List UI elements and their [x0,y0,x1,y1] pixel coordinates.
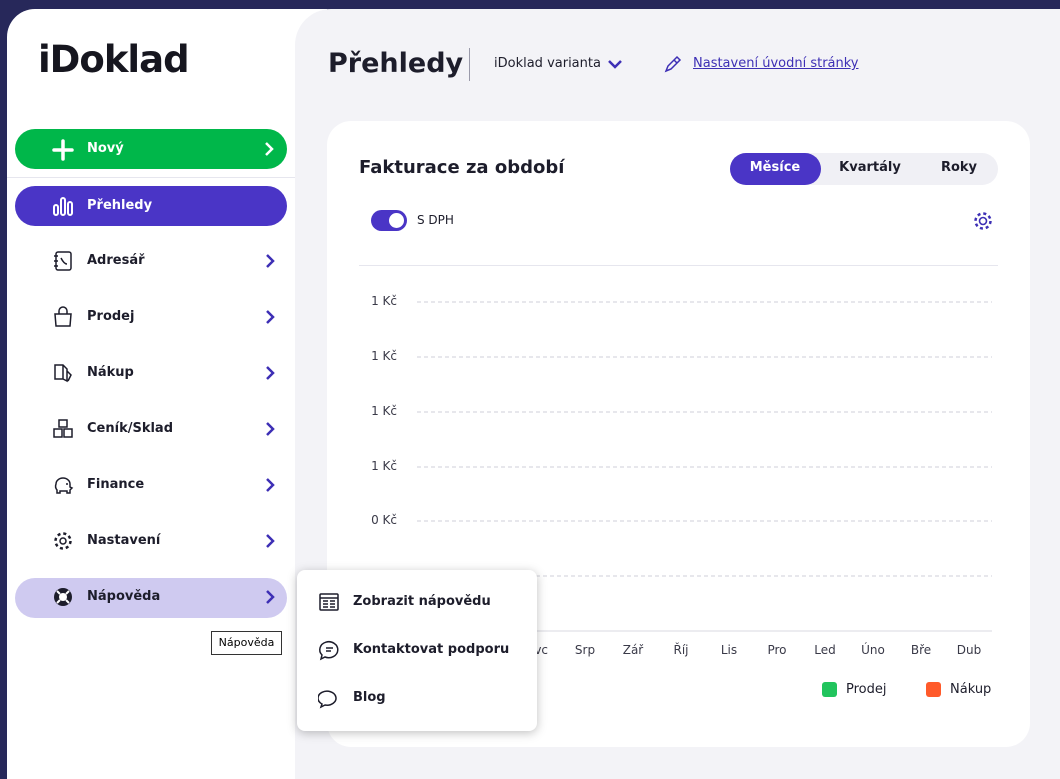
plus-icon [52,139,74,161]
x-tick-label: Zář [622,643,644,657]
icon [319,593,339,611]
new-label: Nový [87,141,124,156]
chevron [266,310,275,324]
tooltip: Nápověda [211,631,282,655]
help-menu-item[interactable]: Blog [353,690,386,705]
toggle-label: S DPH [417,213,454,227]
y-tick-label: 1 Kč [371,404,397,418]
tab[interactable]: Kvartály [839,160,901,175]
logo: iDoklad [38,38,190,81]
chevron [266,254,275,268]
divider [359,265,998,266]
menu-item[interactable]: Adresář [87,253,145,268]
x-tick-label: Lis [720,643,738,657]
x-tick-label: Srp [574,643,596,657]
chevron [266,478,275,492]
x-tick-label: Pro [767,643,787,657]
legend-label: Nákup [950,682,992,697]
tab[interactable]: Měsíce [749,160,801,175]
separator [469,48,470,81]
menu-item[interactable]: Finance [87,477,145,492]
y-tick-label: 1 Kč [371,294,397,308]
y-tick-label: 1 Kč [371,349,397,363]
menu-item[interactable]: Ceník/Sklad [87,421,174,436]
toggle-knob [389,213,404,228]
icon [54,477,74,494]
active-label: Přehledy [87,198,153,213]
dropdown-icon [608,60,622,69]
x-tick-label: Led [814,643,836,657]
chevron [266,422,275,436]
sidebar [7,9,327,779]
y-tick-label: 1 Kč [371,459,397,473]
chevron [266,590,275,604]
variant-select[interactable]: iDoklad varianta [494,56,601,71]
legend-swatch [926,682,941,697]
chevron [266,534,275,548]
icon [318,690,337,709]
divider [7,177,295,178]
icon [54,251,72,271]
icon [319,641,339,661]
x-tick-label: Bře [910,643,932,657]
x-tick-label: Dub [956,643,982,657]
chart-icon [53,197,73,216]
card-title: Fakturace za období [359,157,565,178]
brush-icon [664,55,682,73]
active-tab[interactable] [730,153,821,185]
settings-link[interactable]: Nastavení úvodní stránky [693,56,859,71]
help-menu-item[interactable]: Zobrazit nápovědu [353,594,491,609]
page-title: Přehledy [328,48,464,79]
legend-swatch [822,682,837,697]
x-tick-label: Úno [861,643,885,657]
icon [53,419,73,438]
menu-item[interactable]: Nápověda [87,589,161,604]
gear-icon[interactable] [972,210,994,232]
x-tick-label: Říj [673,643,689,657]
menu-item[interactable]: Nákup [87,365,134,380]
chevron [265,142,274,156]
y-tick-label: 0 Kč [371,513,397,527]
icon [54,588,72,606]
menu-item[interactable]: Prodej [87,309,135,324]
icon [54,306,72,327]
chevron [266,366,275,380]
legend-label: Prodej [846,682,887,697]
help-menu-item[interactable]: Kontaktovat podporu [353,642,510,657]
icon [54,532,72,550]
tab[interactable]: Roky [940,160,978,175]
icon [54,364,72,383]
menu-item[interactable]: Nastavení [87,533,161,548]
